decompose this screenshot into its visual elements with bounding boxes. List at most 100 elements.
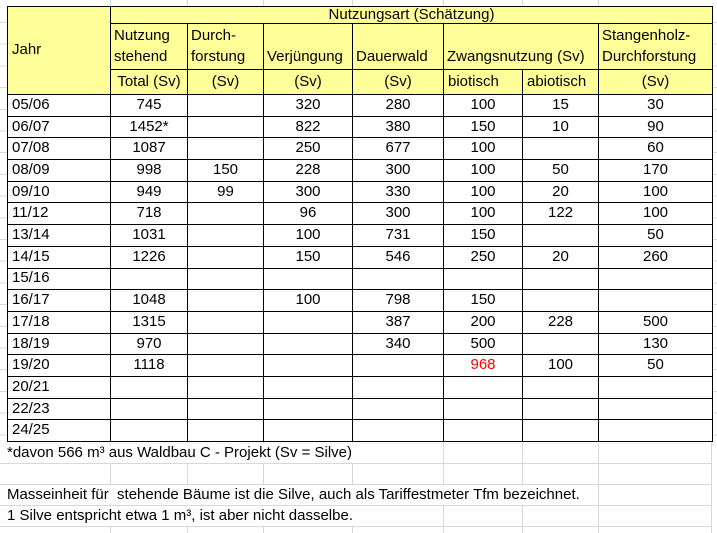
year-cell[interactable]: 07/08	[7, 137, 111, 161]
value-cell[interactable]: 150	[187, 159, 264, 182]
value-cell[interactable]: 15	[522, 94, 599, 117]
value-cell[interactable]: 500	[443, 332, 523, 356]
value-cell[interactable]	[352, 375, 444, 399]
value-cell[interactable]: 100	[263, 224, 353, 247]
col-subheader-sv[interactable]: (Sv)	[187, 69, 264, 95]
year-cell[interactable]: 18/19	[7, 332, 111, 356]
value-cell[interactable]: 300	[352, 159, 444, 182]
value-cell[interactable]	[522, 224, 599, 247]
value-cell[interactable]: 998	[110, 159, 188, 182]
value-cell[interactable]: 96	[263, 202, 353, 226]
value-cell[interactable]	[352, 419, 444, 442]
value-cell[interactable]	[187, 94, 264, 117]
year-cell[interactable]: 15/16	[7, 267, 111, 291]
value-cell[interactable]: 798	[352, 289, 444, 312]
value-cell[interactable]	[522, 419, 599, 442]
value-cell[interactable]	[522, 332, 599, 356]
value-cell[interactable]: 280	[352, 94, 444, 117]
value-cell[interactable]: 100	[597, 180, 714, 204]
value-cell[interactable]: 150	[443, 115, 523, 139]
value-cell[interactable]: 90	[597, 115, 714, 139]
value-cell[interactable]: 320	[263, 94, 353, 117]
value-cell[interactable]: 100	[443, 180, 523, 204]
year-cell[interactable]: 16/17	[7, 289, 111, 312]
value-cell[interactable]: 100	[522, 354, 599, 377]
value-cell[interactable]: 99	[187, 180, 264, 204]
col-header-nutzung-stehend[interactable]: Nutzung stehend	[110, 23, 188, 70]
value-cell[interactable]: 150	[443, 289, 523, 312]
value-cell[interactable]: 50	[597, 224, 714, 247]
year-cell[interactable]: 19/20	[7, 354, 111, 377]
value-cell[interactable]	[263, 267, 353, 291]
value-cell[interactable]: 130	[597, 332, 714, 356]
value-cell[interactable]: 170	[597, 159, 714, 182]
value-cell[interactable]: 546	[352, 245, 444, 269]
value-cell[interactable]: 380	[352, 115, 444, 139]
value-cell[interactable]	[187, 310, 264, 334]
value-cell[interactable]: 100	[597, 202, 714, 226]
col-header-dauerwald[interactable]: Dauerwald	[352, 23, 444, 70]
value-cell[interactable]: 731	[352, 224, 444, 247]
value-cell[interactable]	[110, 419, 188, 442]
col-subheader-sv[interactable]: (Sv)	[597, 69, 714, 95]
note-masseinheit[interactable]: Masseinheit für stehende Bäume ist die S…	[7, 485, 588, 505]
value-cell[interactable]: 20	[522, 245, 599, 269]
value-cell[interactable]	[443, 419, 523, 442]
value-cell[interactable]	[352, 397, 444, 421]
value-cell[interactable]: 150	[263, 245, 353, 269]
year-cell[interactable]: 08/09	[7, 159, 111, 182]
value-cell[interactable]	[263, 375, 353, 399]
col-subheader-sv[interactable]: (Sv)	[352, 69, 444, 95]
value-cell[interactable]: 968	[443, 354, 523, 377]
value-cell[interactable]: 100	[443, 202, 523, 226]
value-cell[interactable]	[187, 354, 264, 377]
value-cell[interactable]: 122	[522, 202, 599, 226]
col-header-stangenholz[interactable]: Stangenholz- Durchforstung	[597, 23, 714, 70]
value-cell[interactable]: 718	[110, 202, 188, 226]
value-cell[interactable]: 228	[263, 159, 353, 182]
value-cell[interactable]: 1118	[110, 354, 188, 377]
value-cell[interactable]	[187, 267, 264, 291]
value-cell[interactable]: 200	[443, 310, 523, 334]
value-cell[interactable]	[522, 375, 599, 399]
value-cell[interactable]: 970	[110, 332, 188, 356]
value-cell[interactable]	[522, 137, 599, 161]
value-cell[interactable]	[263, 397, 353, 421]
value-cell[interactable]: 150	[443, 224, 523, 247]
value-cell[interactable]: 1315	[110, 310, 188, 334]
value-cell[interactable]: 1226	[110, 245, 188, 269]
year-cell[interactable]: 17/18	[7, 310, 111, 334]
value-cell[interactable]: 100	[263, 289, 353, 312]
value-cell[interactable]: 330	[352, 180, 444, 204]
value-cell[interactable]: 677	[352, 137, 444, 161]
value-cell[interactable]	[187, 137, 264, 161]
value-cell[interactable]: 1048	[110, 289, 188, 312]
col-header-jahr[interactable]: Jahr	[7, 6, 111, 95]
value-cell[interactable]: 100	[443, 94, 523, 117]
value-cell[interactable]: 100	[443, 137, 523, 161]
value-cell[interactable]	[263, 310, 353, 334]
col-subheader-biotisch[interactable]: biotisch	[443, 69, 523, 95]
value-cell[interactable]	[187, 332, 264, 356]
value-cell[interactable]	[597, 289, 714, 312]
value-cell[interactable]	[522, 267, 599, 291]
value-cell[interactable]	[110, 267, 188, 291]
year-cell[interactable]: 20/21	[7, 375, 111, 399]
col-header-verjuengung[interactable]: Verjüngung	[263, 23, 353, 70]
value-cell[interactable]: 228	[522, 310, 599, 334]
value-cell[interactable]	[110, 375, 188, 399]
year-cell[interactable]: 06/07	[7, 115, 111, 139]
value-cell[interactable]: 745	[110, 94, 188, 117]
value-cell[interactable]	[352, 267, 444, 291]
value-cell[interactable]: 1452*	[110, 115, 188, 139]
value-cell[interactable]: 10	[522, 115, 599, 139]
value-cell[interactable]	[187, 397, 264, 421]
value-cell[interactable]	[187, 419, 264, 442]
value-cell[interactable]: 822	[263, 115, 353, 139]
value-cell[interactable]	[597, 419, 714, 442]
value-cell[interactable]	[187, 202, 264, 226]
value-cell[interactable]: 1031	[110, 224, 188, 247]
value-cell[interactable]: 60	[597, 137, 714, 161]
value-cell[interactable]	[522, 397, 599, 421]
value-cell[interactable]	[263, 354, 353, 377]
